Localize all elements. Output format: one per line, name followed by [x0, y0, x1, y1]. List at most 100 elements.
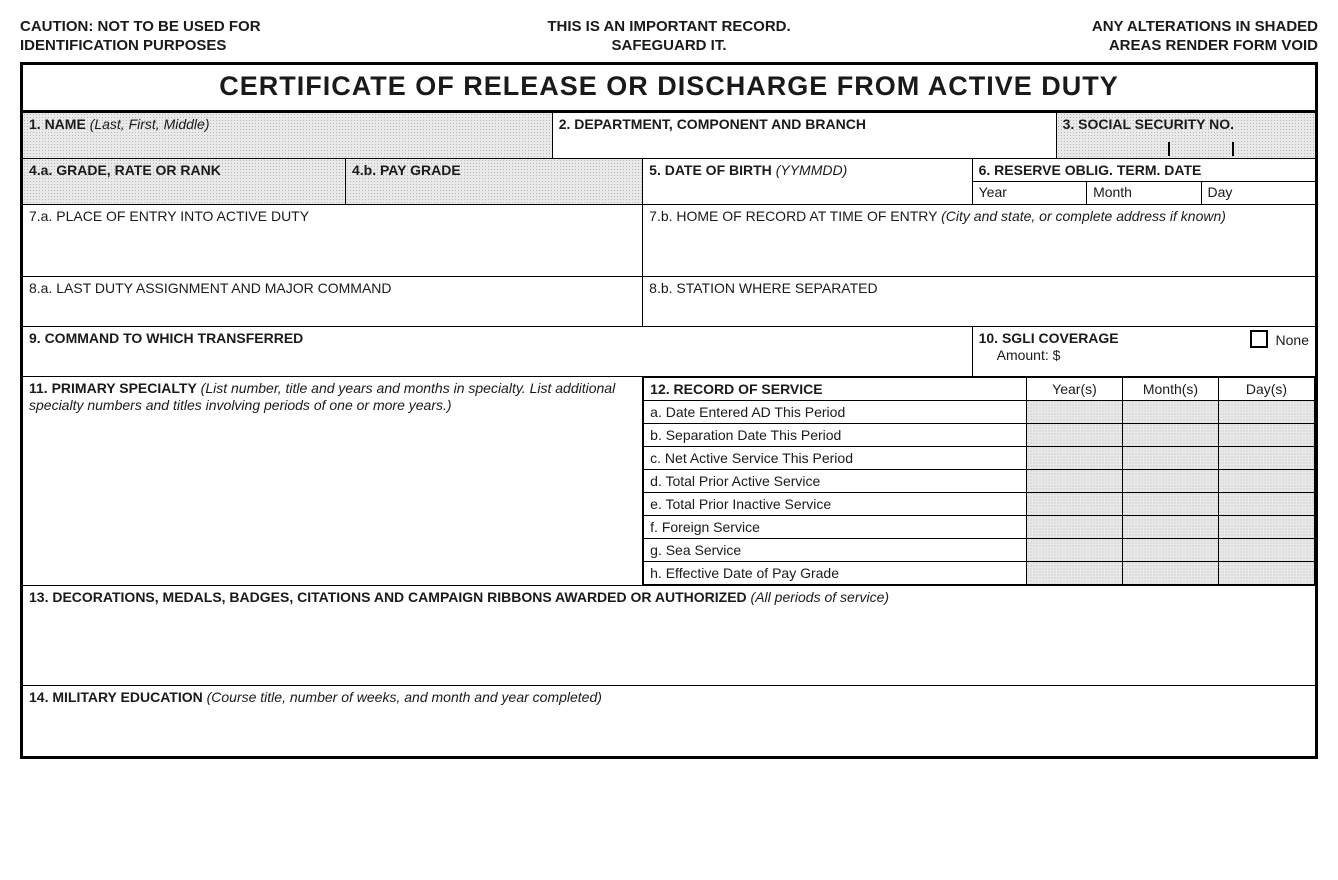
field-1-label: 1. NAME — [29, 116, 86, 132]
field-11-label: 11. PRIMARY SPECIALTY — [29, 380, 197, 396]
field-12-record: 12. RECORD OF SERVICE Year(s) Month(s) D… — [643, 377, 1315, 586]
row-9-10: 9. COMMAND TO WHICH TRANSFERRED 10. SGLI… — [23, 327, 1315, 377]
record-of-service-table: 12. RECORD OF SERVICE Year(s) Month(s) D… — [643, 377, 1315, 585]
field-2-label: 2. DEPARTMENT, COMPONENT AND BRANCH — [559, 116, 866, 132]
field-6-subcols: Year Month Day — [973, 182, 1315, 204]
record-cell — [1026, 492, 1122, 515]
record-cell — [1218, 538, 1314, 561]
row-11-12: 11. PRIMARY SPECIALTY (List number, titl… — [23, 377, 1315, 586]
record-cell — [1026, 561, 1122, 584]
field-10-label: 10. SGLI COVERAGE — [979, 330, 1119, 346]
record-cell — [1218, 446, 1314, 469]
field-7b-hint: (City and state, or complete address if … — [941, 208, 1226, 224]
record-cell — [1218, 515, 1314, 538]
field-13-hint: (All periods of service) — [751, 589, 890, 605]
record-row: f. Foreign Service — [644, 515, 1027, 538]
row-7: 7.a. PLACE OF ENTRY INTO ACTIVE DUTY 7.b… — [23, 205, 1315, 277]
caution-right-line1: ANY ALTERATIONS IN SHADED — [1092, 18, 1318, 35]
row-1-2-3: 1. NAME (Last, First, Middle) 2. DEPARTM… — [23, 113, 1315, 159]
record-cell — [1026, 538, 1122, 561]
field-10-amount: Amount: $ — [979, 347, 1061, 363]
record-cell — [1218, 469, 1314, 492]
row-4-5-6: 4.a. GRADE, RATE OR RANK 4.b. PAY GRADE … — [23, 159, 1315, 205]
field-8b-label: 8.b. STATION WHERE SEPARATED — [649, 280, 877, 296]
form-title: CERTIFICATE OF RELEASE OR DISCHARGE FROM… — [23, 65, 1315, 113]
field-14-hint: (Course title, number of weeks, and mont… — [207, 689, 602, 705]
record-cell — [1122, 515, 1218, 538]
caution-center: THIS IS AN IMPORTANT RECORD. SAFEGUARD I… — [448, 18, 889, 56]
record-cell — [1122, 469, 1218, 492]
field-14-label: 14. MILITARY EDUCATION — [29, 689, 203, 705]
field-7a-label: 7.a. PLACE OF ENTRY INTO ACTIVE DUTY — [29, 208, 309, 224]
caution-left-line1: CAUTION: NOT TO BE USED FOR — [20, 18, 261, 35]
record-col-month: Month(s) — [1122, 377, 1218, 400]
record-cell — [1218, 423, 1314, 446]
field-7b-label: 7.b. HOME OF RECORD AT TIME OF ENTRY — [649, 208, 937, 224]
record-row: g. Sea Service — [644, 538, 1027, 561]
row-14: 14. MILITARY EDUCATION (Course title, nu… — [23, 686, 1315, 756]
caution-center-line2: SAFEGUARD IT. — [611, 37, 726, 54]
field-13-decorations: 13. DECORATIONS, MEDALS, BADGES, CITATIO… — [23, 586, 1315, 686]
record-cell — [1122, 492, 1218, 515]
form-container: CERTIFICATE OF RELEASE OR DISCHARGE FROM… — [20, 62, 1318, 759]
field-1-hint: (Last, First, Middle) — [90, 116, 210, 132]
field-13-label: 13. DECORATIONS, MEDALS, BADGES, CITATIO… — [29, 589, 747, 605]
field-12-label: 12. RECORD OF SERVICE — [644, 377, 1027, 400]
record-row: b. Separation Date This Period — [644, 423, 1027, 446]
field-5-dob: 5. DATE OF BIRTH (YYMMDD) — [643, 159, 972, 205]
record-cell — [1026, 400, 1122, 423]
record-cell — [1218, 561, 1314, 584]
record-cell — [1026, 469, 1122, 492]
field-10-sgli: 10. SGLI COVERAGE None Amount: $ — [973, 327, 1315, 377]
field-6-month: Month — [1087, 182, 1201, 204]
field-1-name: 1. NAME (Last, First, Middle) — [23, 113, 553, 159]
caution-right: ANY ALTERATIONS IN SHADED AREAS RENDER F… — [890, 18, 1318, 56]
record-row: h. Effective Date of Pay Grade — [644, 561, 1027, 584]
field-2-dept: 2. DEPARTMENT, COMPONENT AND BRANCH — [553, 113, 1057, 159]
sgli-none-checkbox[interactable] — [1250, 330, 1268, 348]
field-6-label: 6. RESERVE OBLIG. TERM. DATE — [979, 162, 1202, 178]
record-cell — [1218, 492, 1314, 515]
field-8a-lastduty: 8.a. LAST DUTY ASSIGNMENT AND MAJOR COMM… — [23, 277, 643, 327]
field-4b-label: 4.b. PAY GRADE — [352, 162, 461, 178]
record-cell — [1026, 446, 1122, 469]
record-cell — [1122, 561, 1218, 584]
row-8: 8.a. LAST DUTY ASSIGNMENT AND MAJOR COMM… — [23, 277, 1315, 327]
field-4a-grade: 4.a. GRADE, RATE OR RANK — [23, 159, 346, 205]
ssn-separator-ticks — [1057, 142, 1315, 156]
record-col-year: Year(s) — [1026, 377, 1122, 400]
record-cell — [1122, 538, 1218, 561]
record-cell — [1122, 400, 1218, 423]
field-7a-entry: 7.a. PLACE OF ENTRY INTO ACTIVE DUTY — [23, 205, 643, 277]
caution-center-line1: THIS IS AN IMPORTANT RECORD. — [547, 18, 790, 35]
field-7b-home: 7.b. HOME OF RECORD AT TIME OF ENTRY (Ci… — [643, 205, 1315, 277]
header-warnings: CAUTION: NOT TO BE USED FOR IDENTIFICATI… — [20, 18, 1318, 56]
field-6-year: Year — [973, 182, 1087, 204]
record-row: c. Net Active Service This Period — [644, 446, 1027, 469]
field-14-education: 14. MILITARY EDUCATION (Course title, nu… — [23, 686, 1315, 756]
record-row: d. Total Prior Active Service — [644, 469, 1027, 492]
field-11-specialty: 11. PRIMARY SPECIALTY (List number, titl… — [23, 377, 643, 586]
record-row: a. Date Entered AD This Period — [644, 400, 1027, 423]
field-3-ssn: 3. SOCIAL SECURITY NO. — [1057, 113, 1315, 159]
field-8b-station: 8.b. STATION WHERE SEPARATED — [643, 277, 1315, 327]
field-4a-label: 4.a. GRADE, RATE OR RANK — [29, 162, 221, 178]
field-6-reserve: 6. RESERVE OBLIG. TERM. DATE Year Month … — [973, 159, 1315, 205]
field-9-command: 9. COMMAND TO WHICH TRANSFERRED — [23, 327, 973, 377]
field-5-hint: (YYMMDD) — [776, 162, 848, 178]
field-9-label: 9. COMMAND TO WHICH TRANSFERRED — [29, 330, 303, 346]
caution-right-line2: AREAS RENDER FORM VOID — [1109, 37, 1318, 54]
record-row: e. Total Prior Inactive Service — [644, 492, 1027, 515]
caution-left: CAUTION: NOT TO BE USED FOR IDENTIFICATI… — [20, 18, 448, 56]
field-4b-paygrade: 4.b. PAY GRADE — [346, 159, 643, 205]
record-cell — [1122, 446, 1218, 469]
record-cell — [1218, 400, 1314, 423]
field-3-label: 3. SOCIAL SECURITY NO. — [1063, 116, 1234, 132]
record-cell — [1122, 423, 1218, 446]
row-13: 13. DECORATIONS, MEDALS, BADGES, CITATIO… — [23, 586, 1315, 686]
caution-left-line2: IDENTIFICATION PURPOSES — [20, 37, 226, 54]
record-cell — [1026, 515, 1122, 538]
field-5-label: 5. DATE OF BIRTH — [649, 162, 772, 178]
record-col-day: Day(s) — [1218, 377, 1314, 400]
field-6-day: Day — [1202, 182, 1315, 204]
